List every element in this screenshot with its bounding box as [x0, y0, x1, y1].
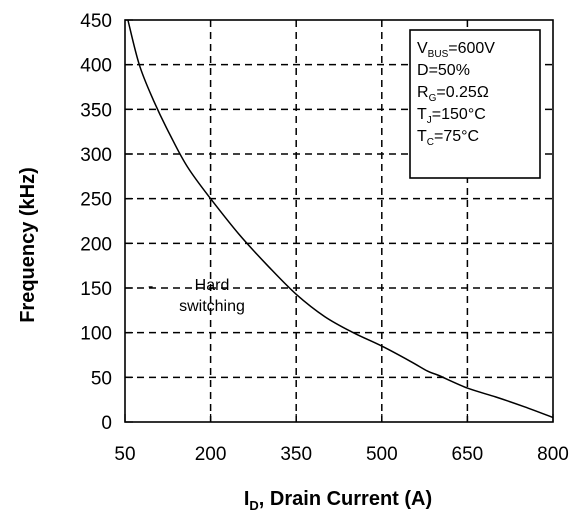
- x-axis-title-main: I: [244, 488, 250, 510]
- condition-line: VBUS=600V: [417, 40, 495, 60]
- condition-symbol: T: [417, 106, 427, 123]
- y-tick-label: 450: [80, 11, 112, 32]
- y-tick-label: 150: [80, 279, 112, 300]
- condition-value: =0.25Ω: [436, 84, 488, 101]
- condition-symbol: D: [417, 62, 429, 79]
- condition-subscript: C: [427, 137, 434, 148]
- condition-subscript: J: [427, 115, 432, 126]
- y-tick-label: 400: [80, 56, 112, 77]
- plot-frame: [124, 19, 554, 423]
- condition-line: D=50%: [417, 62, 470, 79]
- condition-line: TJ=150°C: [417, 106, 486, 126]
- annotation: - Hard switching: [148, 277, 245, 315]
- condition-subscript: G: [429, 93, 437, 104]
- x-tick-label: 800: [537, 444, 569, 465]
- series-line: [127, 19, 554, 419]
- conditions-box-frame: [409, 29, 541, 179]
- y-tick-label: 250: [80, 190, 112, 211]
- condition-value: =600V: [448, 40, 495, 57]
- y-tick-label: 350: [80, 100, 112, 121]
- y-axis-title: Frequency (kHz): [17, 167, 39, 323]
- x-tick-label: 650: [452, 444, 484, 465]
- condition-value: =75°C: [434, 128, 479, 145]
- y-tick-label: 300: [80, 145, 112, 166]
- condition-symbol: R: [417, 84, 429, 101]
- x-tick-labels: 50 200 350 500 650 800: [114, 444, 568, 465]
- y-tick-labels: 0 50 100 150 200 250 300 350 400 450: [80, 11, 112, 434]
- condition-value: =150°C: [432, 106, 486, 123]
- annotation-line1: Hard: [195, 277, 230, 294]
- annotation-line2: switching: [179, 298, 245, 315]
- condition-symbol: V: [417, 40, 428, 57]
- x-axis-title-sub: D: [249, 498, 258, 513]
- condition-line: RG=0.25Ω: [417, 84, 489, 104]
- condition-subscript: BUS: [428, 49, 449, 60]
- condition-symbol: T: [417, 128, 427, 145]
- x-tick-label: 50: [114, 444, 135, 465]
- tick-marks: [124, 19, 554, 423]
- x-tick-label: 350: [280, 444, 312, 465]
- x-axis-title: ID, Drain Current (A): [244, 488, 432, 513]
- x-axis-title-rest: , Drain Current (A): [259, 488, 432, 510]
- y-tick-label: 0: [101, 413, 112, 434]
- condition-line: TC=75°C: [417, 128, 479, 148]
- x-tick-label: 200: [195, 444, 227, 465]
- condition-value: =50%: [429, 62, 470, 79]
- y-tick-label: 100: [80, 324, 112, 345]
- y-tick-label: 50: [91, 368, 112, 389]
- annotation-dot: -: [148, 278, 153, 295]
- y-tick-label: 200: [80, 234, 112, 255]
- x-tick-label: 500: [366, 444, 398, 465]
